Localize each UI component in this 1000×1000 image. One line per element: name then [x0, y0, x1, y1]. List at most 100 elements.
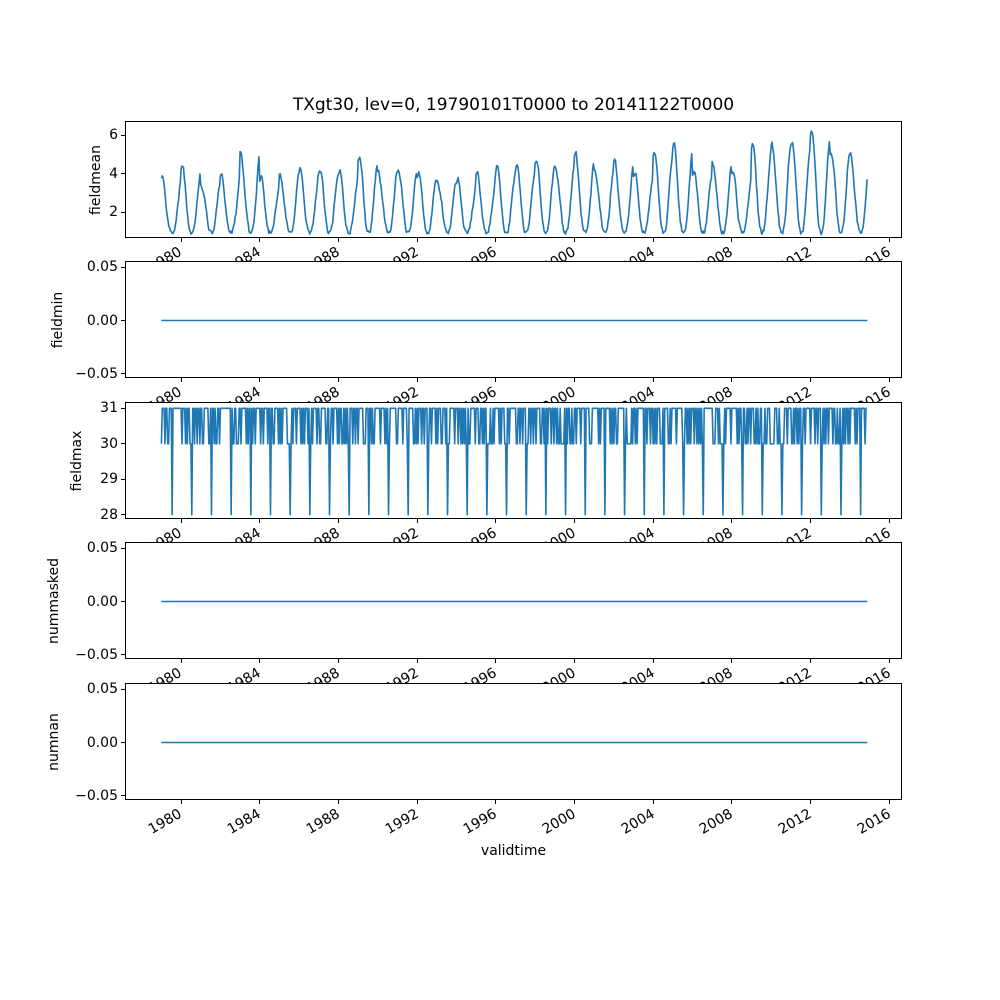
- y-tick-mark: [121, 266, 125, 268]
- x-tick-mark: [731, 659, 733, 663]
- y-tick-mark: [121, 320, 125, 321]
- y-tick-label: 2: [109, 204, 118, 221]
- y-tick-label: 0.05: [86, 540, 118, 557]
- x-tick-mark: [888, 378, 890, 382]
- x-tick-mark: [495, 378, 497, 382]
- y-tick-mark: [121, 514, 125, 516]
- x-tick-label: 2000: [539, 806, 579, 838]
- x-tick-label: 2012: [775, 806, 815, 838]
- x-tick-mark: [810, 238, 812, 242]
- y-tick-mark: [121, 211, 125, 213]
- y-tick-label: 30: [100, 435, 118, 452]
- x-tick-mark: [259, 378, 261, 382]
- x-tick-mark: [416, 238, 418, 242]
- x-tick-mark: [180, 378, 182, 382]
- x-tick-label: 2016: [854, 806, 894, 838]
- x-tick-label: 2008: [697, 806, 736, 838]
- x-tick-mark: [888, 519, 890, 523]
- x-tick-mark: [495, 238, 497, 242]
- x-tick-mark: [731, 378, 733, 382]
- x-tick-mark: [337, 519, 339, 523]
- subplot-fieldmax: fieldmax 28 29 30 31 1980 1984 1988 1992 1996 200…: [69, 400, 902, 557]
- x-tick-mark: [337, 238, 339, 242]
- x-axis-label: validtime: [480, 843, 547, 859]
- x-tick-mark: [416, 519, 418, 523]
- data-line-numnan: [161, 741, 868, 744]
- y-tick-mark: [121, 795, 125, 797]
- data-line-fieldmin: [161, 319, 868, 322]
- y-tick-mark: [121, 373, 125, 375]
- x-tick-mark: [810, 519, 812, 523]
- x-tick-mark: [652, 659, 654, 663]
- x-tick-label: 1992: [382, 806, 422, 838]
- y-tick-label: −0.05: [75, 646, 118, 663]
- x-tick-mark: [495, 519, 497, 523]
- x-tick-mark: [573, 800, 575, 804]
- data-line-fieldmax: [160, 407, 867, 516]
- y-axis-label-numnan: numnan: [46, 712, 62, 771]
- y-axis-label-fieldmin: fieldmin: [50, 291, 66, 348]
- y-tick-mark: [121, 134, 125, 136]
- y-tick-label: 0.00: [86, 734, 118, 751]
- x-tick-mark: [652, 378, 654, 382]
- y-tick-label: 0.00: [86, 312, 118, 329]
- x-tick-mark: [416, 800, 418, 804]
- x-tick-mark: [259, 659, 261, 663]
- x-tick-mark: [180, 519, 182, 523]
- x-tick-mark: [888, 238, 890, 242]
- y-axis-label-fieldmean: fieldmean: [88, 144, 104, 215]
- x-tick-mark: [888, 800, 890, 804]
- x-tick-mark: [180, 800, 182, 804]
- x-tick-mark: [416, 659, 418, 663]
- data-line-fieldmean: [160, 130, 868, 236]
- x-tick-mark: [495, 800, 497, 804]
- x-tick-mark: [810, 659, 812, 663]
- subplot-fieldmean: fieldmean 2 4 6 1980 1984 1988 1992 1996 2000 200…: [88, 121, 902, 276]
- y-tick-label: 0.00: [86, 593, 118, 610]
- x-tick-label: 1996: [460, 806, 500, 838]
- y-tick-mark: [121, 688, 125, 690]
- x-tick-mark: [731, 238, 733, 242]
- subplot-numnan: numnan 0.05 0.00 −0.05 1980 1984 1988 1992 1996…: [46, 681, 902, 838]
- y-tick-label: −0.05: [75, 365, 118, 382]
- y-axis-label-fieldmax: fieldmax: [69, 430, 85, 491]
- y-axis-label-nummasked: nummasked: [46, 557, 62, 644]
- x-tick-mark: [573, 378, 575, 382]
- x-tick-mark: [731, 800, 733, 804]
- y-tick-mark: [121, 478, 125, 480]
- y-tick-mark: [121, 601, 125, 602]
- x-tick-mark: [337, 378, 339, 382]
- x-tick-mark: [573, 519, 575, 523]
- y-tick-label: 6: [109, 127, 118, 144]
- x-tick-mark: [259, 238, 261, 242]
- y-tick-label: 28: [100, 506, 118, 523]
- x-tick-mark: [652, 238, 654, 242]
- x-tick-mark: [337, 659, 339, 663]
- y-tick-label: 0.05: [86, 681, 118, 698]
- x-tick-mark: [888, 659, 890, 663]
- y-tick-mark: [121, 654, 125, 656]
- x-tick-mark: [495, 659, 497, 663]
- y-tick-mark: [121, 742, 125, 743]
- y-tick-label: 29: [100, 471, 118, 488]
- y-tick-label: 31: [100, 400, 118, 417]
- x-tick-label: 1984: [224, 806, 264, 838]
- x-tick-mark: [180, 238, 182, 242]
- x-tick-mark: [573, 238, 575, 242]
- y-tick-mark: [121, 443, 125, 445]
- subplot-fieldmin: fieldmin 0.05 0.00 −0.05 1980 1984 1988 1992 19…: [50, 259, 902, 416]
- y-tick-mark: [121, 173, 125, 175]
- data-line-nummasked: [161, 600, 868, 603]
- chart-title: TXgt30, lev=0, 19790101T0000 to 20141122…: [292, 95, 735, 115]
- x-tick-label: 1988: [303, 806, 343, 838]
- x-tick-mark: [573, 659, 575, 663]
- x-tick-mark: [259, 800, 261, 804]
- x-tick-mark: [731, 519, 733, 523]
- x-tick-mark: [810, 800, 812, 804]
- y-tick-label: 0.05: [86, 259, 118, 276]
- x-tick-mark: [180, 659, 182, 663]
- y-tick-label: 4: [109, 165, 118, 182]
- x-tick-mark: [810, 378, 812, 382]
- x-tick-label: 1980: [146, 806, 186, 838]
